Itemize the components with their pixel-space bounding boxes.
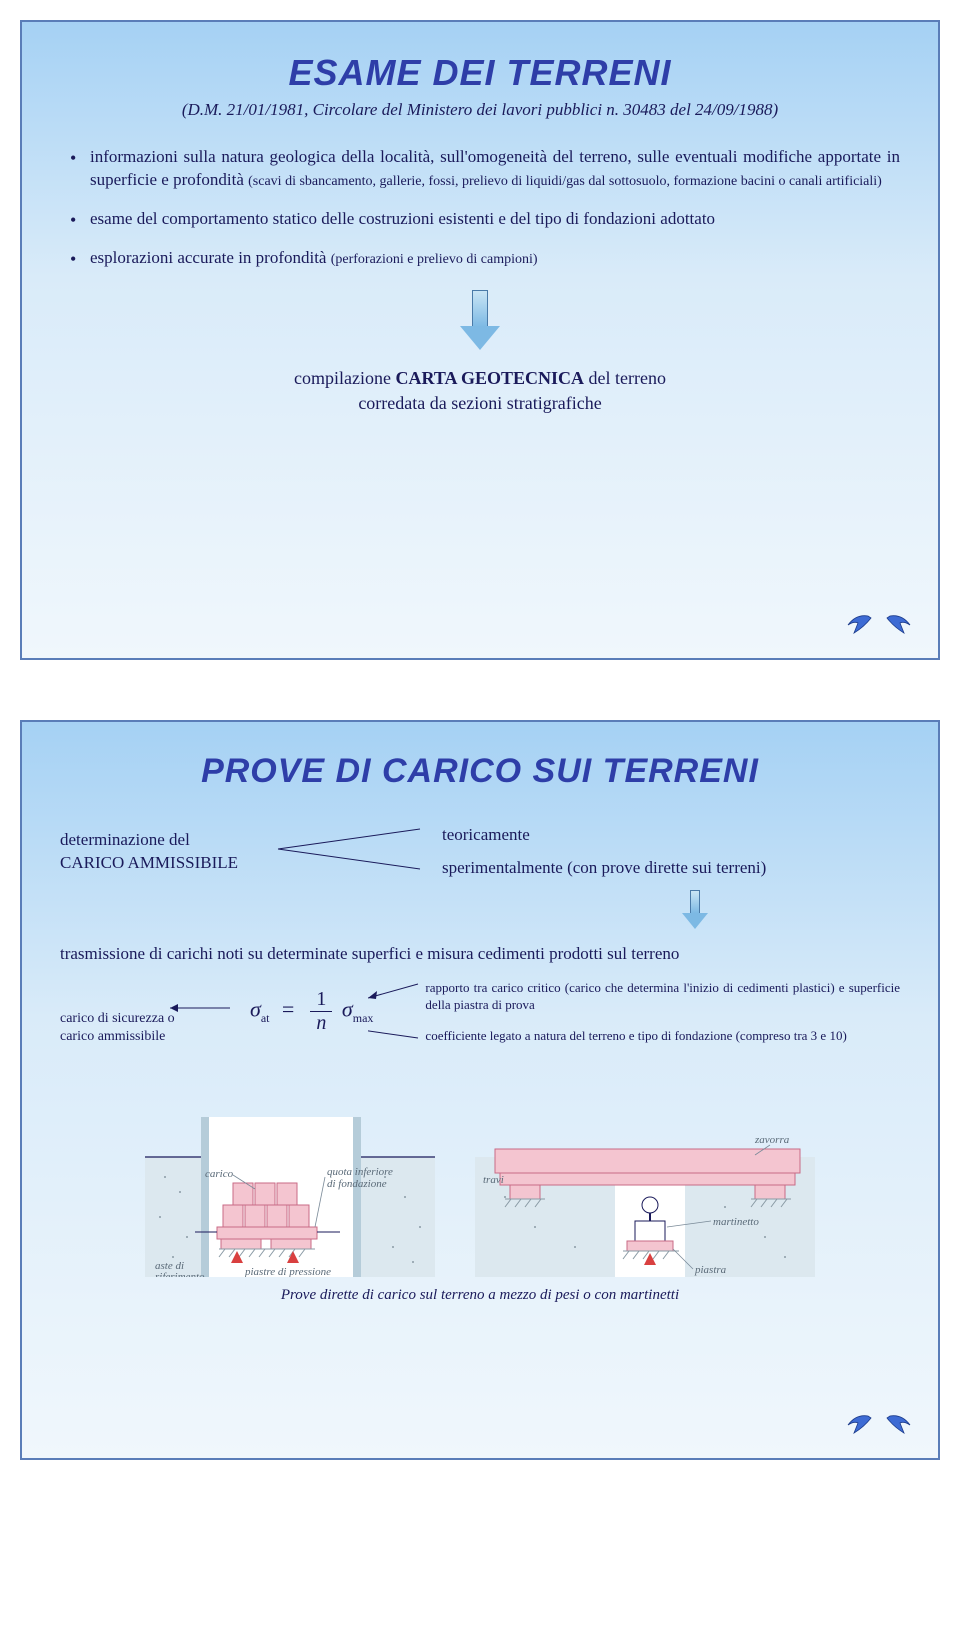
svg-text:di fondazione: di fondazione (327, 1178, 387, 1190)
nav-prev-icon[interactable] (842, 613, 874, 639)
left1: determinazione del (60, 830, 190, 849)
bullet-1-small: (scavi di sbancamento, gallerie, fossi, … (248, 174, 882, 189)
determination-right: teoricamente sperimentalmente (con prove… (430, 819, 766, 884)
nav-next-icon[interactable] (884, 1413, 916, 1439)
left2: CARICO AMMISSIBILE (60, 853, 238, 872)
slide-2: PROVE DI CARICO SUI TERRENI determinazio… (20, 720, 940, 1460)
slide1-bullets: informazioni sulla natura geologica dell… (60, 146, 900, 270)
svg-text:riferimento: riferimento (155, 1271, 205, 1277)
nav-next-icon[interactable] (884, 613, 916, 639)
flabel2: carico ammissibile (60, 1029, 165, 1044)
nav-prev-icon[interactable] (842, 1413, 874, 1439)
svg-text:carico: carico (205, 1168, 234, 1180)
center-text-a: compilazione (294, 368, 395, 388)
formula: σat = 1n σmax (230, 988, 393, 1035)
bullet-1: informazioni sulla natura geologica dell… (64, 146, 900, 192)
bullet-3: esplorazioni accurate in profondità (per… (64, 247, 900, 270)
bullet-2: esame del comportamento statico delle co… (64, 208, 900, 231)
figure-2: zavorra travi martinetto piastra (475, 1077, 815, 1277)
svg-text:travi: travi (483, 1174, 504, 1186)
svg-text:piastra: piastra (694, 1264, 727, 1276)
figure-caption: Prove dirette di carico sul terreno a me… (60, 1287, 900, 1304)
arrow-down-icon (460, 290, 500, 350)
annotations: rapporto tra carico critico (carico che … (393, 980, 900, 1059)
nav-arrows (836, 613, 916, 644)
body-text: trasmissione di carichi noti su determin… (60, 944, 900, 964)
svg-text:quota inferiore: quota inferiore (327, 1166, 393, 1178)
formula-row: carico di sicurezza o carico ammissibile… (60, 980, 900, 1059)
determination-row: determinazione del CARICO AMMISSIBILE te… (60, 819, 900, 884)
center-text-b: CARTA GEOTECNICA (395, 368, 584, 388)
figure-1: carico quota inferiore di fondazione ast… (145, 1077, 435, 1277)
center-text-c: del terreno (584, 368, 666, 388)
center-text-2: corredata da sezioni stratigrafiche (358, 393, 601, 413)
right1: teoricamente (442, 825, 530, 844)
formula-label: carico di sicurezza o carico ammissibile (60, 980, 230, 1047)
slide1-title: ESAME DEI TERRENI (60, 52, 900, 94)
svg-text:martinetto: martinetto (713, 1216, 759, 1228)
slide1-conclusion: compilazione CARTA GEOTECNICA del terren… (60, 366, 900, 416)
bullet-2-main: esame del comportamento statico delle co… (90, 209, 715, 228)
right2: sperimentalmente (con prove dirette sui … (442, 858, 766, 877)
svg-text:zavorra: zavorra (754, 1134, 790, 1146)
slide1-subtitle: (D.M. 21/01/1981, Circolare del Minister… (60, 100, 900, 120)
slide-1: ESAME DEI TERRENI (D.M. 21/01/1981, Circ… (20, 20, 940, 660)
svg-text:piastre di pressione: piastre di pressione (244, 1266, 331, 1277)
bullet-3-main: esplorazioni accurate in profondità (90, 248, 331, 267)
arrow-down-icon (682, 890, 708, 932)
figure-container: carico quota inferiore di fondazione ast… (60, 1077, 900, 1277)
annot2: coefficiente legato a natura del terreno… (425, 1028, 900, 1045)
bullet-3-small: (perforazioni e prelievo di campioni) (331, 252, 538, 267)
determination-left: determinazione del CARICO AMMISSIBILE (60, 829, 270, 873)
nav-arrows (836, 1413, 916, 1444)
annot1: rapporto tra carico critico (carico che … (425, 980, 900, 1014)
branch-lines-icon (270, 819, 430, 884)
slide2-title: PROVE DI CARICO SUI TERRENI (60, 752, 900, 791)
